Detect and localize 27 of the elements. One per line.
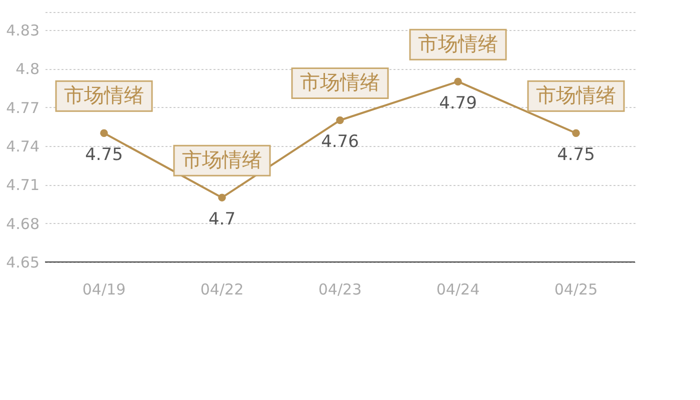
x-tick-label: 04/23 — [318, 280, 362, 298]
x-tick-label: 04/19 — [82, 280, 126, 298]
point — [336, 116, 344, 124]
x-tick-label: 04/22 — [200, 280, 244, 298]
x-tick-label: 04/25 — [554, 280, 598, 298]
data-label: 4.75 — [85, 145, 123, 166]
data-label: 4.79 — [439, 94, 477, 114]
y-tick-label: 4.71 — [6, 176, 40, 194]
annotation: 市场情绪 — [300, 70, 380, 94]
y-tick-label: 4.68 — [6, 214, 40, 233]
point — [218, 194, 226, 202]
annotation: 市场情绪 — [536, 83, 616, 108]
data-label: 4.76 — [321, 132, 359, 152]
point — [572, 129, 580, 137]
y-tick-label: 4.83 — [6, 22, 40, 40]
point — [454, 78, 462, 86]
data-label: 4.7 — [208, 210, 236, 230]
y-tick-label: 4.77 — [6, 98, 40, 117]
annotation: 市场情绪 — [418, 32, 498, 56]
y-tick-label: 4.74 — [6, 138, 40, 156]
y-tick-label: 4.65 — [6, 254, 40, 272]
data-label: 4.75 — [557, 145, 595, 166]
annotation: 市场情绪 — [182, 148, 262, 172]
x-tick-label: 04/24 — [436, 280, 480, 298]
y-tick-label: 4.8 — [16, 60, 40, 78]
point — [100, 129, 108, 137]
annotation: 市场情绪 — [64, 83, 144, 108]
